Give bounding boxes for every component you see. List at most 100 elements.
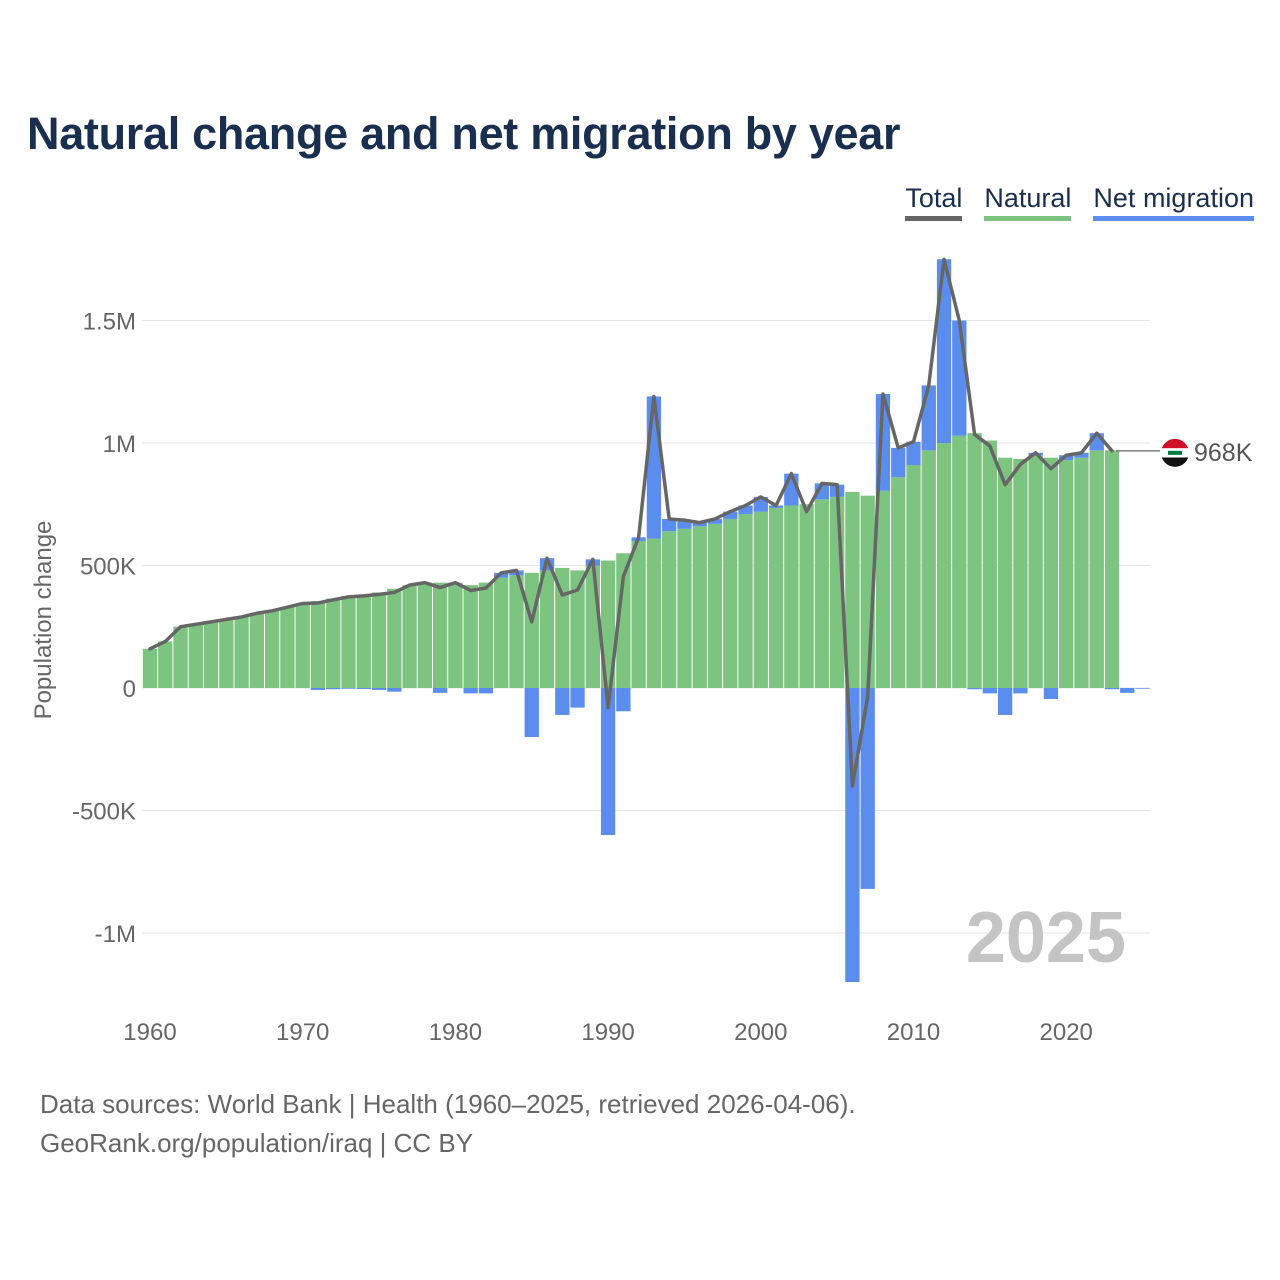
migration-bar xyxy=(1135,688,1150,689)
natural-bar xyxy=(753,511,768,688)
migration-bar xyxy=(723,511,738,519)
last-value-label: 968K xyxy=(1194,439,1253,467)
natural-bar xyxy=(1028,455,1043,688)
natural-bar xyxy=(616,553,631,688)
migration-bar xyxy=(341,688,356,689)
migration-bar xyxy=(310,688,326,690)
migration-bar xyxy=(463,688,478,694)
natural-bar xyxy=(478,582,494,688)
chart-area: -1M -500K 0 500K 1M 1.5M Population change 1960… xyxy=(30,257,1253,1046)
natural-bar xyxy=(799,504,814,688)
total-line xyxy=(148,257,1114,788)
legend-net-migration[interactable]: Net migration xyxy=(1093,183,1254,221)
migration-bar xyxy=(524,688,539,737)
data-source-note: Data sources: World Bank | Health (1960–… xyxy=(40,1089,856,1119)
migration-bar xyxy=(677,520,692,529)
natural-bar xyxy=(1074,457,1089,688)
chart-title: Natural change and net migration by year xyxy=(27,108,901,159)
natural-bar xyxy=(1059,460,1074,688)
migration-bar xyxy=(936,259,952,443)
natural-bar xyxy=(249,613,265,688)
natural-bar xyxy=(310,601,326,688)
natural-bar xyxy=(570,570,585,688)
migration-bar xyxy=(600,688,616,835)
natural-bar xyxy=(662,531,677,688)
migration-bar xyxy=(1059,455,1074,461)
natural-bar xyxy=(1043,457,1059,688)
migration-bar xyxy=(906,441,921,466)
natural-bar xyxy=(936,443,952,688)
migration-bar xyxy=(662,518,677,532)
natural-bar xyxy=(280,607,295,688)
natural-bar xyxy=(814,499,830,688)
x-tick-label: 1990 xyxy=(581,1019,634,1046)
natural-bar xyxy=(371,592,387,688)
migration-bar xyxy=(1104,688,1120,690)
natural-bar xyxy=(982,440,997,688)
natural-bar xyxy=(295,603,310,688)
migration-bar xyxy=(692,522,707,527)
migration-bar xyxy=(326,688,341,690)
migration-bar xyxy=(646,396,662,539)
natural-bar xyxy=(341,596,356,688)
migration-bar xyxy=(1043,688,1059,700)
natural-bar xyxy=(1089,450,1104,688)
year-watermark: 2025 xyxy=(966,898,1126,978)
migration-bar xyxy=(555,688,570,715)
natural-bar xyxy=(997,457,1013,688)
x-tick-label: 1960 xyxy=(123,1019,176,1046)
y-tick-label: 1.5M xyxy=(83,309,136,336)
x-tick-label: 2020 xyxy=(1040,1019,1093,1046)
natural-bar xyxy=(707,523,723,688)
natural-bar xyxy=(188,624,203,688)
natural-bar xyxy=(906,465,921,688)
legend: Total Natural Net migration xyxy=(905,183,1254,221)
y-tick-label: -500K xyxy=(72,799,136,826)
migration-bar xyxy=(371,688,387,690)
natural-bar xyxy=(692,526,707,688)
natural-bar xyxy=(356,594,371,688)
natural-bar xyxy=(768,507,784,688)
natural-bar xyxy=(265,610,280,688)
natural-bar xyxy=(539,570,555,688)
migration-bar xyxy=(845,688,860,982)
natural-bar xyxy=(158,641,173,688)
natural-bar xyxy=(952,435,967,688)
y-axis-label: Population change xyxy=(30,521,57,720)
migration-bar xyxy=(356,688,371,689)
natural-bar xyxy=(646,538,662,688)
attribution-link[interactable]: GeoRank.org/population/iraq | CC BY xyxy=(40,1128,474,1158)
legend-total[interactable]: Total xyxy=(905,183,963,221)
migration-bar xyxy=(478,688,494,694)
y-tick-label: 0 xyxy=(123,676,136,703)
x-tick-label: 2000 xyxy=(734,1019,787,1046)
migration-bar xyxy=(432,688,448,693)
natural-bar xyxy=(875,490,891,688)
natural-bar xyxy=(203,621,219,688)
natural-bar xyxy=(723,518,738,688)
y-tick-label: -1M xyxy=(95,921,136,948)
legend-natural[interactable]: Natural xyxy=(984,183,1072,221)
natural-bar xyxy=(1013,458,1028,688)
migration-bar xyxy=(616,688,631,712)
natural-bar xyxy=(432,582,448,688)
natural-bar xyxy=(921,450,936,688)
x-tick-label: 1970 xyxy=(276,1019,329,1046)
natural-bar xyxy=(891,477,906,688)
natural-bar xyxy=(738,514,753,688)
natural-bar xyxy=(448,582,463,688)
migration-bar xyxy=(707,518,723,524)
natural-bar xyxy=(234,616,249,688)
natural-bar xyxy=(585,565,600,688)
natural-bar xyxy=(1104,450,1120,688)
migration-bar xyxy=(860,688,875,889)
natural-bar xyxy=(173,626,188,688)
y-tick-label: 1M xyxy=(103,431,136,458)
natural-bar xyxy=(677,528,692,688)
migration-bar xyxy=(967,688,982,690)
natural-bar xyxy=(494,577,509,688)
natural-bar xyxy=(784,505,799,688)
x-tick-label: 2010 xyxy=(887,1019,940,1046)
natural-bar xyxy=(509,575,524,688)
natural-bar xyxy=(555,567,570,688)
